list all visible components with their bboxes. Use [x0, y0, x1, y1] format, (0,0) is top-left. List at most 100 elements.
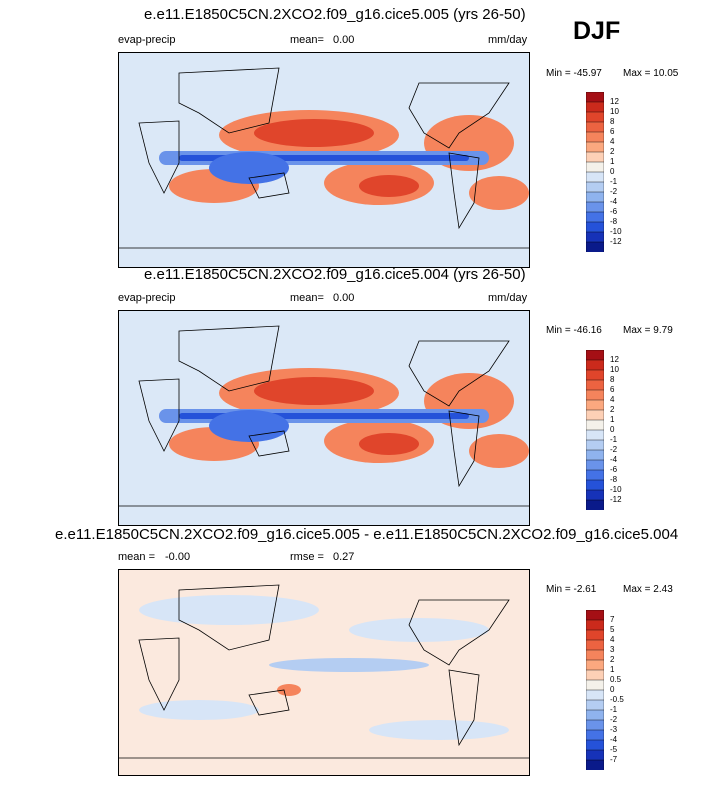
panel1-map: [118, 52, 530, 268]
colorbar-tick-label: -5: [610, 745, 618, 754]
colorbar-box: [585, 349, 605, 361]
panel1-africa: [138, 120, 180, 194]
colorbar-box: [585, 111, 605, 123]
colorbar-tick-label: -6: [610, 465, 618, 474]
colorbar-tick-label: -1: [610, 177, 618, 186]
panel3-south-america: [448, 669, 480, 747]
colorbar-tick-label: -0.5: [610, 695, 624, 704]
colorbar-tick-label: 7: [610, 615, 615, 624]
colorbar-tick-label: 10: [610, 107, 619, 116]
colorbar-box: [585, 429, 605, 441]
colorbar-tick-label: -1: [610, 435, 618, 444]
panel2-variable-label: evap-precip: [118, 292, 176, 304]
season-label: DJF: [573, 17, 621, 45]
panel2-africa: [138, 378, 180, 452]
panel3-blue-patch-2: [349, 618, 489, 642]
panel2-colorbar-boxes: [585, 349, 605, 511]
colorbar-box: [585, 191, 605, 203]
colorbar-tick-label: 4: [610, 395, 615, 404]
colorbar-tick-label: -8: [610, 217, 618, 226]
panel1-map-plot: [119, 53, 529, 267]
panel1-north-america: [408, 82, 510, 149]
panel3-map-plot: [119, 570, 529, 775]
colorbar-tick-label: 10: [610, 365, 619, 374]
colorbar-box: [585, 151, 605, 163]
panel3-blue-patch-3: [269, 658, 429, 672]
colorbar-box: [585, 629, 605, 641]
panel3-title: e.e11.E1850C5CN.2XCO2.f09_g16.cice5.005 …: [55, 526, 679, 543]
colorbar-box: [585, 231, 605, 243]
colorbar-box: [585, 759, 605, 771]
colorbar-box: [585, 449, 605, 461]
panel1-maritime-continent: [209, 152, 289, 184]
panel2-satl-high: [469, 434, 529, 468]
colorbar-box: [585, 709, 605, 721]
panel3-colorbar: 7 5 4 3 2 1 0.5 0 -0.5 -1 -2 -3 -4 -5 -7: [585, 609, 624, 771]
colorbar-box: [585, 439, 605, 451]
panel3-rmse-label: rmse =: [290, 551, 324, 563]
panel2-maritime-continent: [209, 410, 289, 442]
colorbar-tick-label: 1: [610, 415, 615, 424]
colorbar-tick-label: 1: [610, 157, 615, 166]
panel2-spac-core: [359, 433, 419, 455]
panel3-mean-value: -0.00: [165, 551, 191, 563]
colorbar-tick-label: -7: [610, 755, 618, 764]
colorbar-box: [585, 649, 605, 661]
colorbar-box: [585, 459, 605, 471]
panel3-rmse-value: 0.27: [333, 551, 355, 563]
panel2-map: [118, 310, 530, 526]
panel2-eurasia: [178, 325, 280, 392]
colorbar-box: [585, 359, 605, 371]
colorbar-tick-label: 6: [610, 385, 615, 394]
colorbar-box: [585, 91, 605, 103]
panel1-australia: [248, 172, 290, 199]
panel1-eurasia: [178, 67, 280, 134]
colorbar-tick-label: -4: [610, 455, 618, 464]
colorbar-box: [585, 719, 605, 731]
colorbar-box: [585, 669, 605, 681]
colorbar-box: [585, 619, 605, 631]
colorbar-box: [585, 489, 605, 501]
colorbar-box: [585, 419, 605, 431]
colorbar-box: [585, 659, 605, 671]
colorbar-tick-label: 0: [610, 425, 615, 434]
colorbar-tick-label: 0.5: [610, 675, 622, 684]
colorbar-tick-label: 12: [610, 355, 619, 364]
colorbar-tick-label: 3: [610, 645, 615, 654]
panel1-title: e.e11.E1850C5CN.2XCO2.f09_g16.cice5.005 …: [144, 6, 526, 23]
panel2-units: mm/day: [488, 292, 528, 304]
panel3-australia: [248, 689, 290, 716]
panel1-colorbar-boxes: [585, 91, 605, 253]
panel2-australia: [248, 430, 290, 457]
colorbar-box: [585, 161, 605, 173]
colorbar-tick-label: -1: [610, 705, 618, 714]
colorbar-tick-label: -2: [610, 445, 618, 454]
colorbar-box: [585, 679, 605, 691]
colorbar-tick-label: 2: [610, 405, 615, 414]
panel2-npac-core: [254, 377, 374, 405]
colorbar-tick-label: -4: [610, 197, 618, 206]
panel3-min: Min = -2.61: [546, 584, 597, 595]
panel3-blue-patch-5: [369, 720, 509, 740]
panel2-south-america: [448, 410, 480, 488]
panel1-spac-core: [359, 175, 419, 197]
colorbar-tick-label: -8: [610, 475, 618, 484]
colorbar-box: [585, 399, 605, 411]
panel2-mean-label: mean=: [290, 292, 324, 304]
colorbar-tick-label: -12: [610, 495, 622, 504]
colorbar-box: [585, 171, 605, 183]
panel1-south-america: [448, 152, 480, 230]
colorbar-tick-label: -2: [610, 187, 618, 196]
panel3-red-patch: [277, 684, 301, 696]
panel3-blue-patch-1: [139, 595, 319, 625]
panel2-north-america: [408, 340, 510, 407]
panel3-max: Max = 2.43: [623, 584, 673, 595]
panel1-mean-label: mean=: [290, 34, 324, 46]
colorbar-tick-label: 1: [610, 665, 615, 674]
panel3-africa: [138, 637, 180, 711]
colorbar-tick-label: 8: [610, 375, 615, 384]
colorbar-tick-label: -6: [610, 207, 618, 216]
panel2-title: e.e11.E1850C5CN.2XCO2.f09_g16.cice5.004 …: [144, 266, 526, 283]
colorbar-box: [585, 739, 605, 751]
panel2-map-plot: [119, 311, 529, 525]
